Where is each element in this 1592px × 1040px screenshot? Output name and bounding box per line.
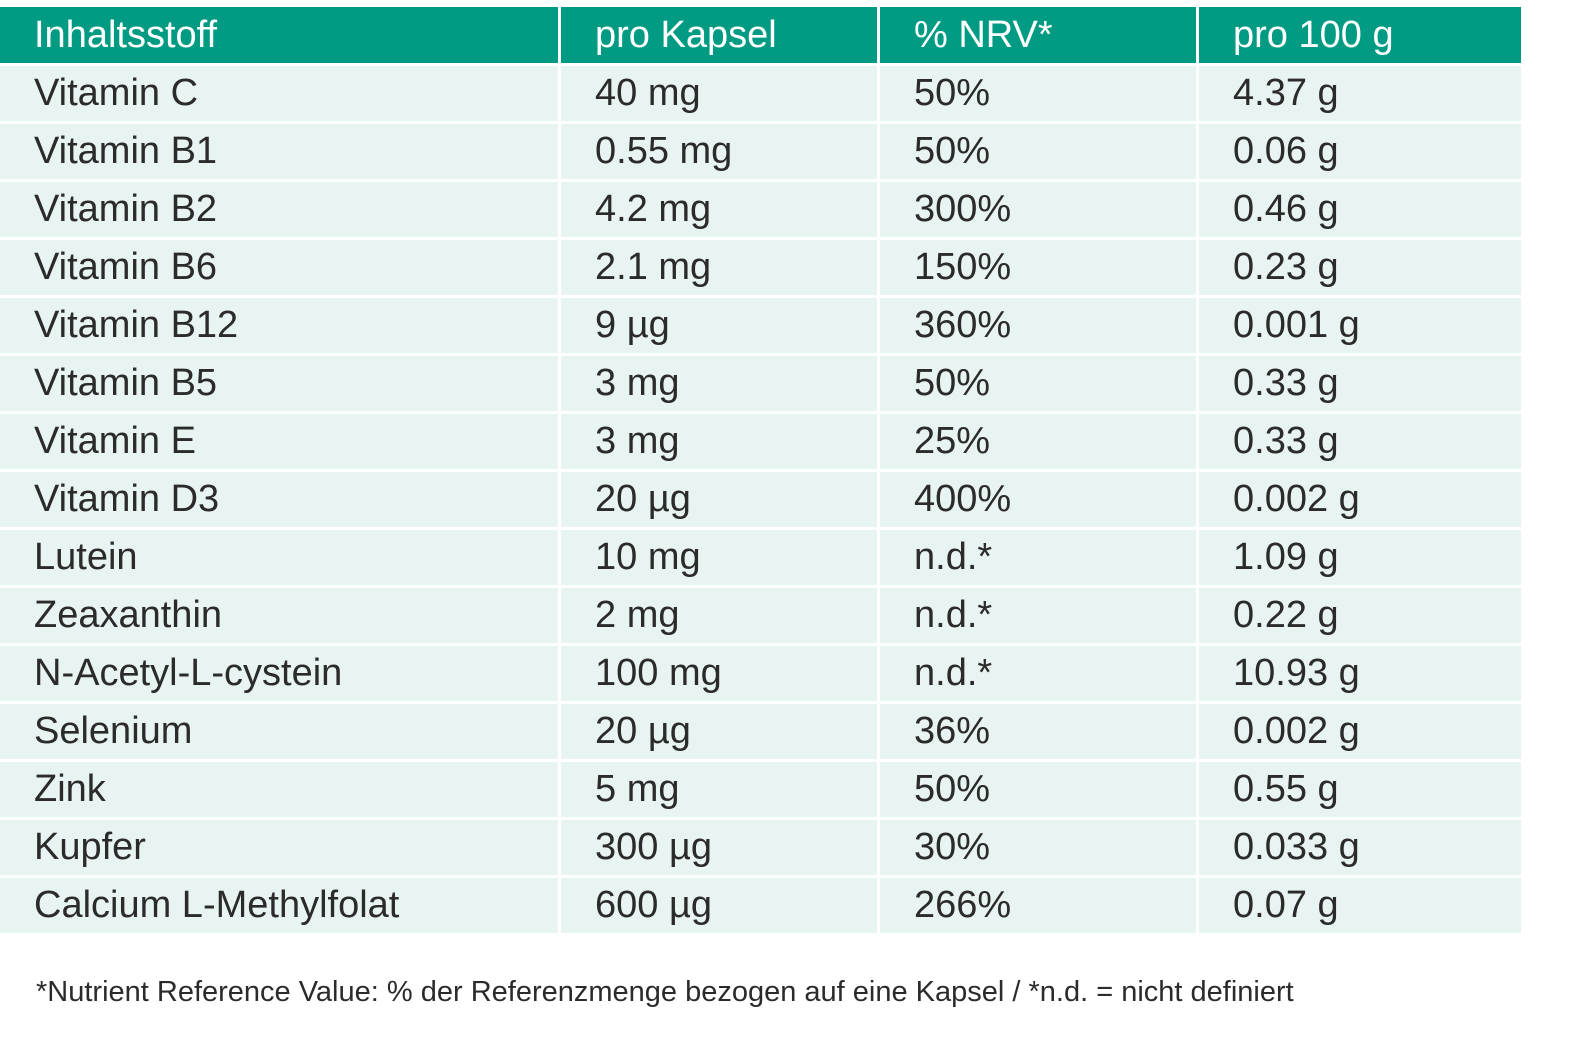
table-row: Vitamin D3 20 µg 400% 0.002 g xyxy=(0,472,1521,527)
header-per-100g: pro 100 g xyxy=(1199,7,1521,63)
header-ingredient: Inhaltsstoff xyxy=(0,7,558,63)
cell-ingredient: Vitamin C xyxy=(0,66,558,121)
cell-per-capsule: 20 µg xyxy=(561,472,877,527)
cell-per-capsule: 20 µg xyxy=(561,704,877,759)
cell-ingredient: Vitamin B5 xyxy=(0,356,558,411)
table-row: Vitamin B5 3 mg 50% 0.33 g xyxy=(0,356,1521,411)
table-row: Vitamin B12 9 µg 360% 0.001 g xyxy=(0,298,1521,353)
cell-per-100g: 4.37 g xyxy=(1199,66,1521,121)
table-row: Selenium 20 µg 36% 0.002 g xyxy=(0,704,1521,759)
cell-per-100g: 0.33 g xyxy=(1199,414,1521,469)
cell-per-100g: 10.93 g xyxy=(1199,646,1521,701)
table-body: Vitamin C 40 mg 50% 4.37 g Vitamin B1 0.55 mg… xyxy=(0,66,1521,933)
cell-per-100g: 0.002 g xyxy=(1199,704,1521,759)
cell-per-capsule: 3 mg xyxy=(561,414,877,469)
table-row: Calcium L-Methylfolat 600 µg 266% 0.07 g xyxy=(0,878,1521,933)
cell-per-capsule: 100 mg xyxy=(561,646,877,701)
cell-per-100g: 0.002 g xyxy=(1199,472,1521,527)
cell-per-capsule: 9 µg xyxy=(561,298,877,353)
table-row: Zink 5 mg 50% 0.55 g xyxy=(0,762,1521,817)
table-row: Lutein 10 mg n.d.* 1.09 g xyxy=(0,530,1521,585)
table-row: Kupfer 300 µg 30% 0.033 g xyxy=(0,820,1521,875)
table-header-row: Inhaltsstoff pro Kapsel % NRV* pro 100 g xyxy=(0,7,1521,63)
cell-ingredient: Selenium xyxy=(0,704,558,759)
table-row: Vitamin C 40 mg 50% 4.37 g xyxy=(0,66,1521,121)
cell-per-capsule: 2 mg xyxy=(561,588,877,643)
nutrition-table: Inhaltsstoff pro Kapsel % NRV* pro 100 g… xyxy=(0,4,1524,936)
cell-ingredient: Kupfer xyxy=(0,820,558,875)
cell-nrv-percent: 50% xyxy=(880,762,1196,817)
table-row: Vitamin B6 2.1 mg 150% 0.23 g xyxy=(0,240,1521,295)
cell-nrv-percent: n.d.* xyxy=(880,588,1196,643)
cell-ingredient: Zink xyxy=(0,762,558,817)
cell-nrv-percent: 150% xyxy=(880,240,1196,295)
cell-per-capsule: 0.55 mg xyxy=(561,124,877,179)
cell-ingredient: Zeaxanthin xyxy=(0,588,558,643)
cell-ingredient: N-Acetyl-L-cystein xyxy=(0,646,558,701)
cell-per-100g: 0.33 g xyxy=(1199,356,1521,411)
cell-nrv-percent: 50% xyxy=(880,66,1196,121)
cell-ingredient: Vitamin B2 xyxy=(0,182,558,237)
cell-ingredient: Vitamin D3 xyxy=(0,472,558,527)
cell-per-capsule: 5 mg xyxy=(561,762,877,817)
cell-nrv-percent: n.d.* xyxy=(880,646,1196,701)
table-row: Vitamin B2 4.2 mg 300% 0.46 g xyxy=(0,182,1521,237)
cell-ingredient: Lutein xyxy=(0,530,558,585)
table-row: Vitamin B1 0.55 mg 50% 0.06 g xyxy=(0,124,1521,179)
cell-per-100g: 0.07 g xyxy=(1199,878,1521,933)
cell-nrv-percent: 30% xyxy=(880,820,1196,875)
cell-per-capsule: 600 µg xyxy=(561,878,877,933)
cell-per-capsule: 300 µg xyxy=(561,820,877,875)
cell-per-capsule: 2.1 mg xyxy=(561,240,877,295)
cell-nrv-percent: n.d.* xyxy=(880,530,1196,585)
cell-nrv-percent: 50% xyxy=(880,356,1196,411)
cell-nrv-percent: 266% xyxy=(880,878,1196,933)
cell-ingredient: Vitamin B6 xyxy=(0,240,558,295)
cell-per-100g: 0.033 g xyxy=(1199,820,1521,875)
table-row: Zeaxanthin 2 mg n.d.* 0.22 g xyxy=(0,588,1521,643)
cell-per-capsule: 10 mg xyxy=(561,530,877,585)
footnote: *Nutrient Reference Value: % der Referen… xyxy=(36,976,1294,1008)
cell-per-100g: 0.001 g xyxy=(1199,298,1521,353)
cell-nrv-percent: 400% xyxy=(880,472,1196,527)
cell-nrv-percent: 36% xyxy=(880,704,1196,759)
cell-per-100g: 1.09 g xyxy=(1199,530,1521,585)
cell-ingredient: Vitamin B12 xyxy=(0,298,558,353)
cell-per-100g: 0.23 g xyxy=(1199,240,1521,295)
cell-nrv-percent: 360% xyxy=(880,298,1196,353)
header-nrv-percent: % NRV* xyxy=(880,7,1196,63)
cell-per-100g: 0.46 g xyxy=(1199,182,1521,237)
cell-ingredient: Vitamin B1 xyxy=(0,124,558,179)
cell-per-capsule: 40 mg xyxy=(561,66,877,121)
cell-nrv-percent: 50% xyxy=(880,124,1196,179)
cell-per-capsule: 4.2 mg xyxy=(561,182,877,237)
cell-ingredient: Vitamin E xyxy=(0,414,558,469)
cell-per-100g: 0.06 g xyxy=(1199,124,1521,179)
cell-nrv-percent: 25% xyxy=(880,414,1196,469)
cell-nrv-percent: 300% xyxy=(880,182,1196,237)
cell-per-100g: 0.22 g xyxy=(1199,588,1521,643)
cell-ingredient: Calcium L-Methylfolat xyxy=(0,878,558,933)
table-row: N-Acetyl-L-cystein 100 mg n.d.* 10.93 g xyxy=(0,646,1521,701)
cell-per-100g: 0.55 g xyxy=(1199,762,1521,817)
cell-per-capsule: 3 mg xyxy=(561,356,877,411)
header-per-capsule: pro Kapsel xyxy=(561,7,877,63)
